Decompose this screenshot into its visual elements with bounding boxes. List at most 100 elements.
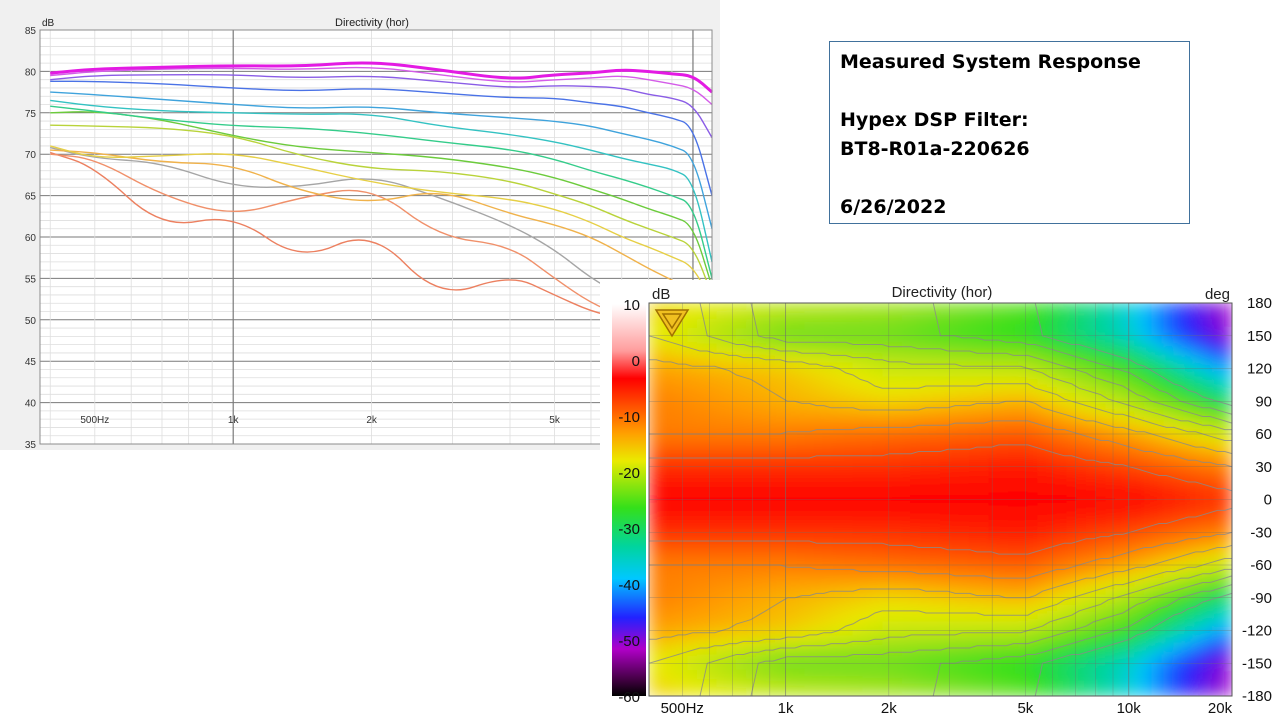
heatmap-cell [706, 425, 718, 435]
heatmap-cell [862, 458, 873, 468]
heatmap-cell [901, 589, 912, 599]
heatmap-cell [667, 515, 679, 525]
heatmap-cell [1056, 556, 1068, 566]
heatmap-cell [804, 654, 815, 664]
heatmap-cell [1017, 376, 1029, 386]
heatmap-cell [649, 662, 660, 672]
heatmap-cell [1114, 384, 1126, 394]
heatmap-cell [1144, 384, 1155, 394]
heatmap-cell [881, 662, 893, 672]
heatmap-cell [949, 417, 961, 427]
heatmap-cell [755, 400, 767, 410]
heatmap-cell [755, 662, 767, 672]
heatmap-cell [697, 441, 708, 451]
heatmap-cell [774, 539, 786, 550]
heatmap-cell [988, 687, 1000, 696]
heatmap-cell [1124, 327, 1136, 337]
heatmap-cell [784, 482, 796, 492]
heatmap-cell [697, 621, 708, 631]
contour-line [649, 303, 1232, 424]
heatmap-cell [755, 556, 767, 566]
heatmap-cell [852, 687, 864, 696]
heatmap-cell [891, 621, 903, 631]
heatmap-cell [842, 318, 854, 329]
heatmap-cell [774, 670, 786, 681]
heatmap-cell [862, 654, 873, 664]
heatmap-cell [1008, 589, 1019, 599]
heatmap-cell [823, 613, 835, 623]
heatmap-cell [833, 646, 844, 656]
heatmap-cell [1114, 400, 1126, 410]
heatmap-cell [784, 368, 796, 378]
heatmap-cell [1134, 621, 1145, 631]
heatmap-cell [988, 531, 1000, 541]
heatmap-cell [794, 630, 805, 640]
heatmap-cell [667, 523, 679, 533]
heatmap-cell [1008, 572, 1019, 582]
heatmap-cell [872, 621, 883, 631]
heatmap-cell [969, 630, 980, 640]
heatmap-cell [1163, 621, 1175, 631]
heatmap-cell [1027, 589, 1039, 599]
heatmap-cell [813, 318, 825, 329]
heatmap-cell [658, 425, 669, 435]
heatmap-cell [1192, 335, 1204, 345]
heatmap-cell [1182, 662, 1194, 672]
heatmap-cell [804, 580, 815, 591]
heatmap-cell [1085, 400, 1097, 410]
heatmap-cell [1066, 507, 1077, 517]
heatmap-cell [1027, 531, 1039, 541]
heatmap-cell [1066, 630, 1077, 640]
heatmap-cell [1134, 327, 1145, 337]
heatmap-cell [726, 384, 737, 394]
heatmap-cell [1105, 417, 1116, 427]
heatmap-cell [949, 564, 961, 574]
heatmap-cell [1144, 662, 1155, 672]
heatmap-cell [649, 646, 660, 656]
heatmap-cell [687, 564, 699, 574]
heatmap-cell [891, 327, 903, 337]
heatmap-cell [1182, 343, 1194, 353]
heatmap-cell [891, 310, 903, 320]
heatmap-cell [930, 621, 941, 631]
heatmap-cell [1202, 376, 1213, 386]
heatmap-cell [1124, 523, 1136, 533]
heatmap-cell [658, 433, 669, 443]
heatmap-cell [949, 662, 961, 672]
heatmap-cell [649, 359, 660, 369]
heatmap-cell [969, 368, 980, 378]
heatmap-cell [1221, 679, 1232, 689]
heatmap-cell [677, 597, 689, 607]
heatmap-cell [1192, 458, 1204, 468]
heatmap-cell [920, 384, 932, 394]
heatmap-cell [745, 368, 757, 378]
heatmap-cell [940, 539, 951, 550]
heatmap-cell [1221, 539, 1232, 550]
heatmap-cell [649, 458, 660, 468]
heatmap-cell [978, 556, 990, 566]
heatmap-cell [1173, 589, 1184, 599]
heatmap-cell [794, 687, 805, 696]
colorbar-tick-label: -10 [618, 409, 640, 426]
heatmap-cell [1134, 499, 1145, 509]
heatmap-cell [1085, 499, 1097, 509]
heatmap-cell [988, 359, 1000, 369]
heatmap-cell [794, 638, 805, 648]
heatmap-cell [755, 499, 767, 509]
heatmap-cell [765, 638, 776, 648]
heatmap-cell [706, 613, 718, 623]
heatmap-cell [804, 425, 815, 435]
heatmap-cell [1221, 466, 1232, 476]
heatmap-cell [1085, 638, 1097, 648]
heatmap-cell [901, 303, 912, 312]
heatmap-cell [823, 318, 835, 329]
heatmap-cell [1095, 449, 1107, 460]
heatmap-cell [687, 310, 699, 320]
heatmap-cell [940, 597, 951, 607]
heatmap-cell [1202, 580, 1213, 591]
heatmap-cell [736, 433, 747, 443]
heatmap-cell [930, 441, 941, 451]
heatmap-cell [1085, 449, 1097, 460]
heatmap-cell [745, 654, 757, 664]
heatmap-cell [1056, 687, 1068, 696]
